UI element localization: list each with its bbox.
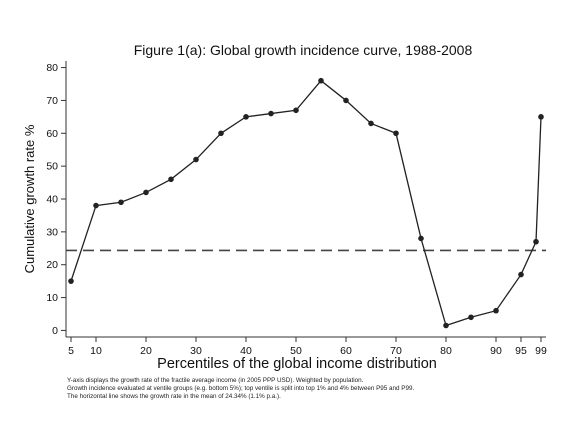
x-tick-label: 99 [535, 345, 547, 357]
y-tick-label: 20 [46, 259, 58, 271]
y-tick-label: 10 [46, 292, 58, 304]
y-tick-label: 60 [46, 128, 58, 140]
y-tick-label: 40 [46, 194, 58, 206]
y-axis-label: Cumulative growth rate % [22, 124, 37, 273]
chart-note-1: Y-axis displays the growth rate of the f… [67, 377, 364, 384]
data-point [443, 322, 449, 329]
y-tick-label: 0 [52, 325, 58, 337]
data-point [318, 77, 324, 84]
data-point [218, 130, 224, 137]
data-point [93, 202, 99, 209]
x-tick-label: 50 [290, 345, 302, 357]
y-tick-label: 70 [46, 95, 58, 107]
data-point [68, 278, 74, 284]
x-tick-label: 20 [140, 345, 152, 357]
data-point [343, 97, 349, 104]
x-tick-label: 5 [68, 345, 74, 357]
data-point [118, 199, 124, 206]
y-tick-label: 50 [46, 161, 58, 173]
x-tick-label: 10 [90, 345, 102, 357]
data-point [368, 120, 374, 127]
y-tick-group: 0 10 20 30 40 50 60 70 80 [46, 62, 66, 337]
chart-axes [65, 61, 546, 338]
x-tick-label: 90 [490, 345, 502, 357]
y-tick-label: 80 [46, 62, 58, 74]
data-point [533, 238, 539, 245]
data-points-group [68, 77, 544, 329]
data-point [538, 114, 544, 120]
x-tick-label: 70 [390, 345, 402, 357]
data-point [418, 235, 424, 242]
x-axis-label: Percentiles of the global income distrib… [157, 356, 437, 372]
chart-note-2: Growth incidence evaluated at ventile gr… [67, 385, 414, 392]
data-point [193, 156, 199, 163]
data-point [293, 107, 299, 114]
y-tick-label: 30 [46, 226, 58, 238]
x-tick-label: 30 [190, 345, 202, 357]
x-tick-label: 60 [340, 345, 352, 357]
chart-title: Figure 1(a): Global growth incidence cur… [134, 42, 473, 58]
data-point [518, 271, 524, 278]
data-point [243, 114, 249, 120]
x-tick-label: 40 [240, 345, 252, 357]
x-tick-label: 95 [515, 345, 527, 357]
data-point [143, 189, 149, 196]
data-point [468, 314, 474, 321]
data-point [493, 307, 499, 314]
data-point [393, 130, 399, 137]
chart-note-3: The horizontal line shows the growth rat… [67, 393, 281, 400]
x-tick-label: 80 [440, 345, 452, 357]
x-tick-group: 5 10 20 30 40 50 60 70 80 90 95 99 [68, 337, 547, 357]
data-point [168, 176, 174, 183]
growth-curve-line [70, 79, 542, 327]
data-point [268, 110, 274, 117]
